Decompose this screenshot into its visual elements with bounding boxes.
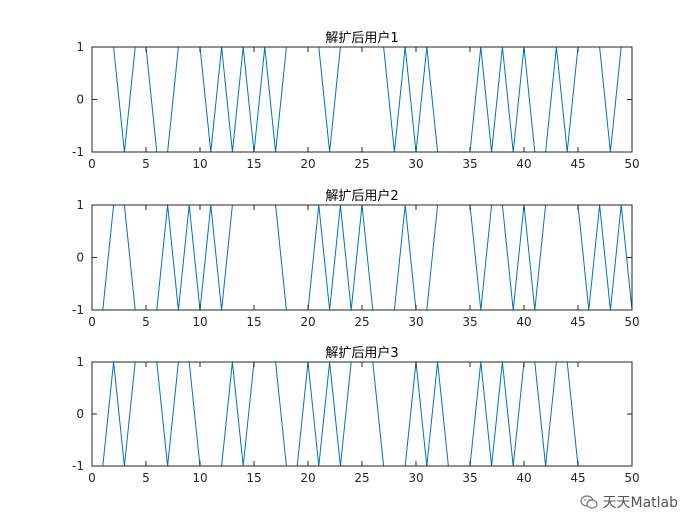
x-tick-label: 50 (624, 157, 639, 171)
series-line (102, 204, 633, 311)
y-tick-label: 1 (76, 198, 84, 212)
x-tick-label: 0 (88, 157, 96, 171)
x-tick-label: 15 (246, 471, 261, 485)
x-tick-label: 50 (624, 315, 639, 329)
x-tick-label: 30 (408, 471, 423, 485)
x-tick-label: 50 (624, 471, 639, 485)
y-tick-label: -1 (72, 459, 84, 473)
x-tick-label: 40 (516, 157, 531, 171)
watermark-text: 天天Matlab (602, 495, 678, 511)
x-tick-label: 25 (354, 471, 369, 485)
subplot-title: 解扩后用户1 (325, 30, 398, 46)
x-tick-label: 20 (300, 471, 315, 485)
x-tick-label: 20 (300, 157, 315, 171)
x-tick-label: 30 (408, 157, 423, 171)
y-tick-label: 0 (76, 93, 84, 107)
y-tick-label: 0 (76, 407, 84, 421)
x-tick-label: 10 (192, 157, 207, 171)
series-line (102, 46, 632, 153)
subplot-3: 0 5 10 15 20 25 30 35 40 45 50 -1 0 1 解扩后用户3 (72, 345, 640, 485)
x-tick-label: 10 (192, 471, 207, 485)
x-tick-label: 35 (462, 157, 477, 171)
x-tick-label: 15 (246, 157, 261, 171)
wechat-icon (580, 495, 599, 509)
x-tick-label: 40 (516, 315, 531, 329)
y-tick-label: 1 (76, 40, 84, 54)
x-tick-label: 5 (142, 315, 150, 329)
x-tick-label: 35 (462, 315, 477, 329)
series-line (102, 361, 632, 467)
watermark: 天天Matlab (580, 492, 678, 512)
x-tick-label: 15 (246, 315, 261, 329)
x-tick-label: 0 (88, 315, 96, 329)
x-tick-label: 35 (462, 471, 477, 485)
x-tick-label: 5 (142, 157, 150, 171)
x-tick-label: 30 (408, 315, 423, 329)
y-tick-label: 1 (76, 355, 84, 369)
subplot-2: 0 5 10 15 20 25 30 35 40 45 50 -1 0 1 解扩后用户2 (72, 188, 640, 329)
y-tick-label: 0 (76, 251, 84, 265)
x-tick-label: 25 (354, 315, 369, 329)
x-tick-label: 45 (570, 157, 585, 171)
x-tick-label: 10 (192, 315, 207, 329)
subplot-1: 0 5 10 15 20 25 30 35 40 45 50 -1 0 1 解扩后用户1 (72, 30, 640, 171)
x-tick-label: 45 (570, 471, 585, 485)
x-tick-label: 25 (354, 157, 369, 171)
subplot-title: 解扩后用户3 (325, 345, 398, 361)
y-tick-label: -1 (72, 303, 84, 317)
x-tick-label: 45 (570, 315, 585, 329)
x-tick-label: 5 (142, 471, 150, 485)
y-tick-label: -1 (72, 145, 84, 159)
x-tick-label: 40 (516, 471, 531, 485)
x-tick-label: 20 (300, 315, 315, 329)
subplot-title: 解扩后用户2 (325, 188, 398, 204)
x-tick-label: 0 (88, 471, 96, 485)
